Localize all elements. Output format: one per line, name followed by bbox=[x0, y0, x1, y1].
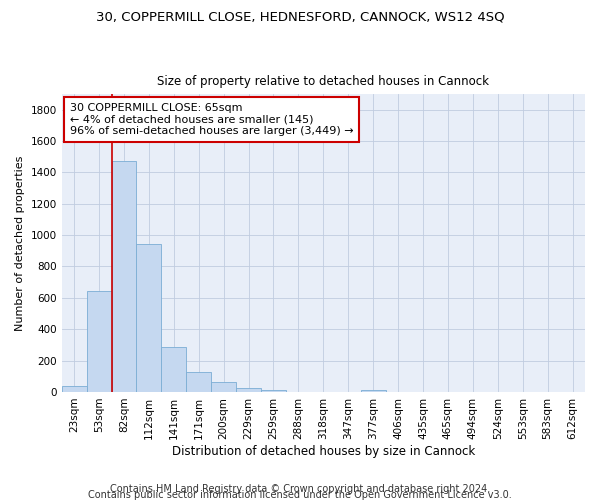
Y-axis label: Number of detached properties: Number of detached properties bbox=[15, 155, 25, 330]
Text: Contains HM Land Registry data © Crown copyright and database right 2024.: Contains HM Land Registry data © Crown c… bbox=[110, 484, 490, 494]
Bar bbox=[112, 162, 136, 392]
X-axis label: Distribution of detached houses by size in Cannock: Distribution of detached houses by size … bbox=[172, 444, 475, 458]
Text: 30, COPPERMILL CLOSE, HEDNESFORD, CANNOCK, WS12 4SQ: 30, COPPERMILL CLOSE, HEDNESFORD, CANNOC… bbox=[95, 10, 505, 23]
Bar bbox=[161, 347, 186, 392]
Text: Contains public sector information licensed under the Open Government Licence v3: Contains public sector information licen… bbox=[88, 490, 512, 500]
Text: 30 COPPERMILL CLOSE: 65sqm
← 4% of detached houses are smaller (145)
96% of semi: 30 COPPERMILL CLOSE: 65sqm ← 4% of detac… bbox=[70, 103, 353, 136]
Bar bbox=[236, 388, 261, 392]
Title: Size of property relative to detached houses in Cannock: Size of property relative to detached ho… bbox=[157, 76, 490, 88]
Bar bbox=[186, 372, 211, 392]
Bar bbox=[86, 291, 112, 392]
Bar bbox=[211, 382, 236, 392]
Bar bbox=[62, 386, 86, 392]
Bar bbox=[261, 390, 286, 392]
Bar bbox=[136, 244, 161, 392]
Bar bbox=[361, 390, 386, 392]
